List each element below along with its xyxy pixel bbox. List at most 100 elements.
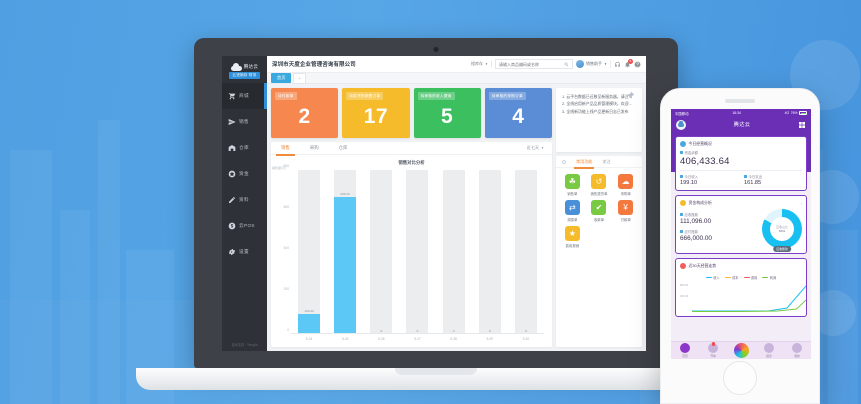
quick-app-item[interactable]: ⇄ 调拨单: [560, 200, 585, 222]
tab-label: 首页: [682, 354, 688, 358]
sidebar-item-label: 资料: [239, 197, 249, 202]
grid-menu-icon[interactable]: [798, 121, 806, 129]
return-app-icon: ↺: [591, 174, 607, 189]
fund-structure-card[interactable]: 资金构成分析 › 应收账款 111,096.00 应付账款 666,000.00…: [675, 195, 807, 254]
sidebar-item-funds[interactable]: 资金: [222, 161, 267, 187]
sidebar-item-sales[interactable]: 销售: [222, 109, 267, 135]
carrier-label: 中国移动: [675, 111, 689, 116]
phone-title: 腾达云: [733, 122, 751, 128]
tab-home[interactable]: 首页: [271, 73, 292, 83]
notice-item[interactable]: 1. 云平台数据已迁移至新服务器，请注意查收: [562, 94, 636, 99]
bar-column[interactable]: 0 5-27: [399, 170, 435, 341]
metric-label-row: 资金余额: [680, 150, 802, 155]
bar-track: 0: [370, 170, 393, 334]
quick-app-item[interactable]: ✔ 收款单: [587, 200, 612, 222]
tab-label: 报表: [766, 354, 772, 358]
trend-line-plot: 800.00 400.00: [680, 282, 806, 312]
quick-app-item[interactable]: ☘ 销售单: [560, 174, 585, 196]
quick-app-item[interactable]: ¥ 付款单: [613, 200, 638, 222]
sidebar-item-pos[interactable]: 云POS: [222, 213, 267, 239]
sidebar-item-records[interactable]: 资料: [222, 187, 267, 213]
chevron-right-icon[interactable]: ›: [800, 200, 802, 206]
phone-navbar: 腾达云: [671, 117, 811, 132]
tab-sales[interactable]: 销售: [276, 145, 295, 156]
bar-column[interactable]: 0 5-30: [508, 170, 544, 341]
stat-card-pending-review-purchase[interactable]: 待审核的采购订单 4: [484, 88, 552, 138]
headset-icon[interactable]: [614, 61, 621, 68]
x-tick-label: 5-28: [450, 337, 457, 341]
quick-app-item[interactable]: ☁ 采购单: [613, 174, 638, 196]
pen-icon: [228, 196, 236, 204]
pin-icon[interactable]: [626, 91, 635, 100]
phone-body: 今日经营概况 资金余额 406,433.64 今日收入 199.10 今日支出 …: [671, 132, 811, 321]
laptop-device: 腾达云 云进销存·财务 商城 销售: [136, 38, 736, 390]
fund-value: 111,096.00: [680, 218, 712, 225]
sidebar-item-warehouse[interactable]: 仓库: [222, 135, 267, 161]
bar-column[interactable]: 666.00 5-25: [327, 170, 363, 341]
tab-warehouse[interactable]: 仓库: [338, 145, 348, 150]
help-icon[interactable]: [634, 61, 641, 68]
search-box[interactable]: [495, 59, 574, 69]
sidebar: 腾达云 云进销存·财务 商城 销售: [222, 56, 267, 351]
search-input[interactable]: [499, 61, 565, 67]
plot-area: 销售额(元) 0 200 400 600 800 100.00 5-24 666.00 5-2…: [272, 164, 544, 341]
erp-application: 腾达云 云进销存·财务 商城 销售: [222, 56, 646, 351]
pos-icon: [228, 222, 236, 230]
notice-item[interactable]: 2. 全线启用新产品品质管理模块，欢迎体验: [562, 101, 636, 107]
tab-purchase[interactable]: 采购: [309, 145, 319, 150]
legend-item: 成本: [724, 275, 739, 280]
home-button[interactable]: [723, 361, 757, 395]
search-icon[interactable]: [564, 62, 569, 67]
phone-tab-billing[interactable]: 开单: [699, 342, 727, 358]
chart-tabs: 销售 采购 仓库 近七天 ▼: [271, 142, 552, 156]
sidebar-item-label: 云POS: [239, 223, 255, 228]
phone-tab-add[interactable]: [727, 343, 755, 358]
battery-percent: 76%: [790, 111, 798, 115]
quick-app-item[interactable]: ★ 费用报销: [560, 226, 585, 248]
square-bullet-icon: [680, 151, 683, 154]
card-header: 今日经营概况: [680, 141, 802, 150]
chevron-down-icon: ▼: [485, 62, 489, 66]
phone-tab-profile[interactable]: 我的: [783, 343, 811, 358]
y-tick-label: 600: [283, 205, 289, 209]
legend-label: 成本: [732, 276, 739, 280]
phone-tab-report[interactable]: 报表: [755, 343, 783, 358]
notifications-button[interactable]: 6: [624, 58, 633, 68]
bar-column[interactable]: 0 5-29: [472, 170, 508, 341]
trend-card[interactable]: 近30天经营走势 收入 成本 费用 利润 800.00 400.00: [675, 258, 807, 317]
today-overview-card[interactable]: 今日经营概况 资金余额 406,433.64 今日收入 199.10 今日支出 …: [675, 136, 807, 191]
warehouse-icon: [228, 144, 236, 152]
metric-label: 资金余额: [684, 151, 699, 155]
bar-column[interactable]: 0 5-28: [436, 170, 472, 341]
sidebar-item-shop[interactable]: 商城: [222, 83, 267, 109]
date-range-select[interactable]: 近七天 ▼: [527, 145, 544, 151]
tab-common-functions[interactable]: 常用功能: [573, 158, 595, 169]
bar-column[interactable]: 100.00 5-24: [291, 170, 327, 341]
card-title: 资金构成分析: [688, 200, 712, 205]
sidebar-item-settings[interactable]: 设置: [222, 239, 267, 265]
collapse-toggle[interactable]: [562, 159, 566, 164]
pay-app-icon: ¥: [618, 200, 634, 215]
stat-card-pending-shipment[interactable]: 待发货的销售订单 17: [342, 88, 410, 138]
add-tab-button[interactable]: +: [293, 72, 306, 84]
bar-track: 0: [406, 170, 429, 334]
user-menu[interactable]: 销售助手 ▼: [576, 60, 607, 68]
stat-card-pending-review-income[interactable]: 待审核的收入费用 5: [413, 88, 481, 138]
phone-device: 中国移动 16:34 4G 76% 腾达云 今日经营概况: [660, 88, 820, 404]
search-category-select[interactable]: 搜库存 ▼: [471, 61, 493, 67]
phone-tab-home[interactable]: 首页: [671, 343, 699, 358]
brand-logo[interactable]: 腾达云 云进销存·财务: [222, 56, 267, 83]
sidebar-footer: 技术支持 · Tengda: [231, 343, 258, 347]
square-bullet-icon: [680, 213, 683, 216]
sub-metric: 今日支出 161.85: [744, 174, 802, 186]
quick-app-item[interactable]: ↺ 销售退货单: [587, 174, 612, 196]
tab-followed[interactable]: 关注: [602, 158, 611, 164]
bar-column[interactable]: 0 5-26: [363, 170, 399, 341]
x-tick-label: 5-30: [522, 337, 530, 341]
status-right: 4G 76%: [785, 111, 807, 115]
quick-app-label: 费用报销: [565, 244, 580, 248]
notice-item[interactable]: 3. 全线新功能上线产品更新日志已发布: [562, 108, 629, 114]
sidebar-item-label: 设置: [239, 249, 249, 254]
stat-card-pending-payment[interactable]: 待付款单 2: [271, 88, 339, 138]
phone-speaker: [725, 99, 755, 103]
